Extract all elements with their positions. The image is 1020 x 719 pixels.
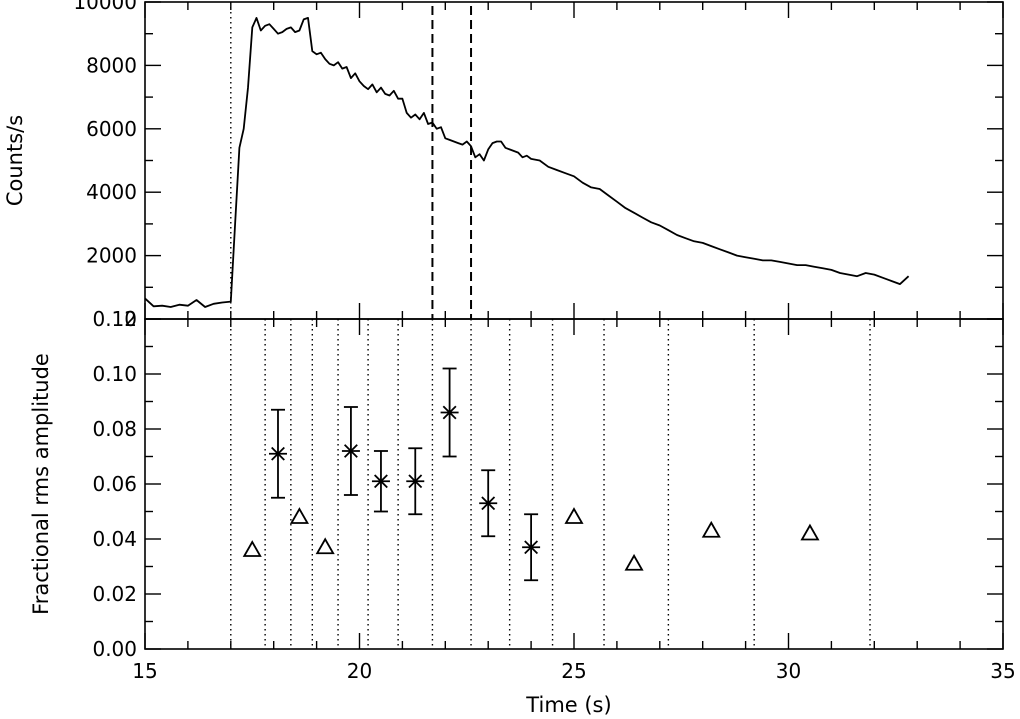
asterisk-stroke — [442, 405, 457, 420]
asterisk-point — [479, 469, 498, 538]
top-ytick-label: 0 — [124, 307, 137, 331]
top-plot-frame — [144, 1, 1004, 320]
x-tick-label: 35 — [990, 659, 1015, 683]
asterisk-point — [522, 513, 541, 582]
asterisk-point — [440, 367, 459, 458]
bottom-ytick-label: 0.08 — [92, 417, 137, 441]
top-ytick-label: 10000 — [73, 0, 137, 14]
bottom-ylabel: Fractional rms amplitude — [29, 353, 53, 615]
asterisk-point — [371, 450, 390, 513]
asterisk-stroke — [374, 474, 388, 489]
asterisk-stroke — [481, 496, 496, 511]
asterisk-stroke — [343, 444, 358, 458]
x-tick-label: 20 — [347, 659, 372, 683]
bottom-ytick-label: 0.10 — [92, 362, 137, 386]
triangle-point — [289, 507, 309, 524]
triangle-point — [701, 520, 721, 538]
asterisk-stroke — [271, 446, 285, 461]
top-ytick-label: 8000 — [86, 53, 137, 77]
triangle-point — [624, 553, 644, 571]
top-ytick-label: 4000 — [86, 180, 137, 204]
top-panel-counts: 0 2000 4000 6000 8000 10000 — [73, 0, 1004, 331]
bottom-ytick-label: 0.12 — [92, 307, 137, 331]
triangle-point — [800, 523, 820, 541]
x-tick-label: 30 — [776, 659, 801, 683]
asterisk-point — [341, 406, 360, 496]
bottom-ytick-label: 0.00 — [92, 637, 137, 661]
bottom-ytick-label: 0.06 — [92, 472, 137, 496]
x-tick-label: 25 — [561, 659, 586, 683]
x-tick-label: 15 — [132, 659, 157, 683]
asterisk-point — [268, 408, 287, 499]
bottom-ytick-label: 0.04 — [92, 527, 137, 551]
top-ytick-label: 2000 — [86, 244, 137, 268]
x-axis-label: Time (s) — [525, 693, 611, 717]
light-curve-line — [144, 17, 910, 308]
asterisk-stroke — [408, 474, 423, 489]
bottom-plot-frame — [144, 318, 1004, 650]
top-ytick-label: 6000 — [86, 117, 137, 141]
triangle-point — [242, 540, 262, 557]
bottom-panel-rms: 0.00 0.02 0.04 0.06 0.08 0.10 0.12 15 20 25 30 35 — [92, 307, 1015, 683]
triangle-point — [564, 507, 584, 524]
asterisk-point — [406, 447, 425, 516]
top-ylabel: Counts/s — [3, 115, 27, 206]
asterisk-stroke — [524, 540, 539, 555]
triangle-point — [315, 537, 335, 555]
bottom-ytick-label: 0.02 — [92, 582, 137, 606]
